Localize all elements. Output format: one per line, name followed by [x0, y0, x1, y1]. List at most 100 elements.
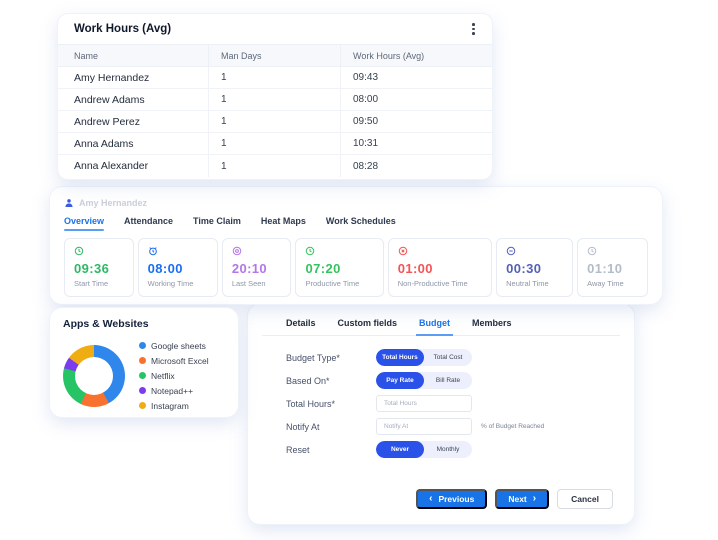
toggle-option-total-hours[interactable]: Total Hours	[376, 349, 424, 366]
table-row[interactable]: Andrew Perez 1 09:50	[58, 111, 492, 133]
tab-overview[interactable]: Overview	[64, 216, 105, 231]
reset-label: Reset	[286, 444, 310, 455]
tab-heat-maps[interactable]: Heat Maps	[260, 216, 306, 226]
tab-custom-fields[interactable]: Custom fields	[337, 318, 398, 328]
toggle-option-bill-rate[interactable]: Bill Rate	[435, 377, 461, 384]
apps-donut-chart	[63, 344, 125, 407]
stat-start-time: 09:36 Start Time	[64, 238, 134, 297]
reset-toggle[interactable]: Never Monthly	[376, 441, 472, 458]
tab-attendance[interactable]: Attendance	[124, 216, 174, 226]
last-seen-clock-icon	[232, 246, 242, 256]
next-button[interactable]: Next ›	[495, 489, 550, 509]
tab-members[interactable]: Members	[472, 318, 512, 328]
start-time-clock-icon	[74, 246, 84, 256]
time-stats-row: 09:36 Start Time 08:00 Working Time 20:1…	[64, 238, 649, 297]
cancel-button[interactable]: Cancel	[557, 489, 613, 509]
employee-header: Amy Hernandez	[64, 196, 648, 210]
previous-button-label: Previous	[438, 494, 475, 504]
legend-dot	[139, 402, 146, 409]
total-hours-input[interactable]	[376, 395, 472, 412]
tab-budget[interactable]: Budget	[416, 318, 454, 336]
legend-item: Netflix	[139, 368, 209, 383]
stat-label: Last Seen	[231, 279, 266, 288]
person-icon	[64, 198, 74, 208]
chevron-right-icon: ›	[532, 493, 537, 504]
cell-name: Andrew Adams	[74, 93, 145, 106]
cell-work-hours: 09:43	[340, 67, 492, 88]
notify-at-suffix: % of Budget Reached	[481, 423, 545, 430]
cell-work-hours: 09:50	[340, 111, 492, 132]
tab-work-schedules[interactable]: Work Schedules	[325, 216, 396, 226]
stat-neutral-time: 00:30 Neutral Time	[496, 238, 574, 297]
cell-work-hours: 08:00	[340, 89, 492, 110]
cell-man-days: 1	[208, 89, 340, 110]
column-header-man-days: Man Days	[208, 45, 340, 66]
stat-label: Productive Time	[305, 279, 360, 288]
stat-value: 07:20	[305, 261, 341, 276]
toggle-option-total-cost[interactable]: Total Cost	[433, 354, 463, 361]
toggle-option-pay-rate[interactable]: Pay Rate	[376, 372, 424, 389]
employee-name: Amy Hernandez	[79, 198, 148, 208]
stat-value: 00:30	[506, 261, 542, 276]
stat-away-time: 01:10 Away Time	[577, 238, 649, 297]
kebab-menu-icon[interactable]	[469, 20, 478, 38]
legend-label: Google sheets	[151, 340, 206, 351]
toggle-option-monthly[interactable]: Monthly	[436, 446, 460, 453]
apps-websites-title: Apps & Websites	[63, 318, 149, 330]
legend-dot	[139, 387, 146, 394]
table-header-row: Name Man Days Work Hours (Avg)	[58, 44, 492, 67]
cell-man-days: 1	[208, 111, 340, 132]
non-productive-time-clock-icon	[398, 246, 408, 256]
cell-man-days: 1	[208, 155, 340, 177]
stat-value: 09:36	[74, 261, 110, 276]
donut-hole	[75, 356, 113, 395]
based-on-label: Based On*	[286, 375, 330, 386]
notify-at-label: Notify At	[286, 421, 320, 432]
legend-label: Netflix	[151, 370, 175, 381]
stat-last-seen: 20:10 Last Seen	[221, 238, 292, 297]
away-time-clock-icon	[587, 246, 597, 256]
employee-tabs: Overview Attendance Time Claim Heat Maps…	[64, 216, 648, 231]
stat-value: 01:00	[397, 261, 433, 276]
total-hours-label: Total Hours*	[286, 398, 336, 409]
cell-man-days: 1	[208, 133, 340, 154]
cell-name: Anna Alexander	[74, 160, 149, 172]
chevron-left-icon: ‹	[429, 493, 433, 504]
notify-at-input[interactable]	[376, 418, 472, 435]
stat-non-productive-time: 01:00 Non-Productive Time	[387, 238, 493, 297]
stat-label: Neutral Time	[506, 279, 549, 288]
legend-dot	[139, 357, 146, 364]
productive-time-clock-icon	[305, 246, 315, 256]
table-row[interactable]: Anna Alexander 1 08:28	[58, 155, 492, 177]
cell-work-hours: 08:28	[340, 155, 492, 177]
work-hours-title: Work Hours (Avg)	[74, 23, 172, 35]
working-time-alarm-icon	[148, 246, 158, 256]
legend-item: Instagram	[139, 398, 209, 413]
budget-card: Details Custom fields Budget Members Bud…	[248, 304, 634, 524]
legend-label: Microsoft Excel	[151, 355, 209, 366]
cell-name: Amy Hernandez	[74, 71, 150, 84]
table-row[interactable]: Andrew Adams 1 08:00	[58, 89, 492, 111]
stat-value: 08:00	[147, 261, 183, 276]
apps-websites-card: Apps & Websites Google sheets Microsoft …	[50, 308, 238, 417]
previous-button[interactable]: ‹ Previous	[416, 489, 488, 509]
stat-value: 01:10	[587, 261, 623, 276]
toggle-option-never[interactable]: Never	[376, 441, 424, 458]
stat-productive-time: 07:20 Productive Time	[295, 238, 384, 297]
employee-overview-card: Amy Hernandez Overview Attendance Time C…	[50, 187, 662, 304]
stat-label: Start Time	[74, 279, 109, 288]
tab-details[interactable]: Details	[286, 318, 316, 328]
budget-form: Budget Type* Total Hours Total Cost Base…	[248, 336, 634, 458]
work-hours-card: Work Hours (Avg) Name Man Days Work Hour…	[58, 14, 492, 179]
budget-type-toggle[interactable]: Total Hours Total Cost	[376, 349, 472, 366]
work-hours-table: Name Man Days Work Hours (Avg) Amy Herna…	[58, 44, 492, 177]
next-button-label: Next	[508, 494, 527, 504]
table-row[interactable]: Amy Hernandez 1 09:43	[58, 67, 492, 89]
column-header-work-hours: Work Hours (Avg)	[340, 45, 492, 66]
legend-dot	[139, 342, 146, 349]
based-on-toggle[interactable]: Pay Rate Bill Rate	[376, 372, 472, 389]
chart-legend: Google sheets Microsoft Excel Netflix No…	[139, 338, 209, 413]
tab-time-claim[interactable]: Time Claim	[193, 216, 241, 226]
table-row[interactable]: Anna Adams 1 10:31	[58, 133, 492, 155]
column-header-name: Name	[74, 50, 99, 61]
